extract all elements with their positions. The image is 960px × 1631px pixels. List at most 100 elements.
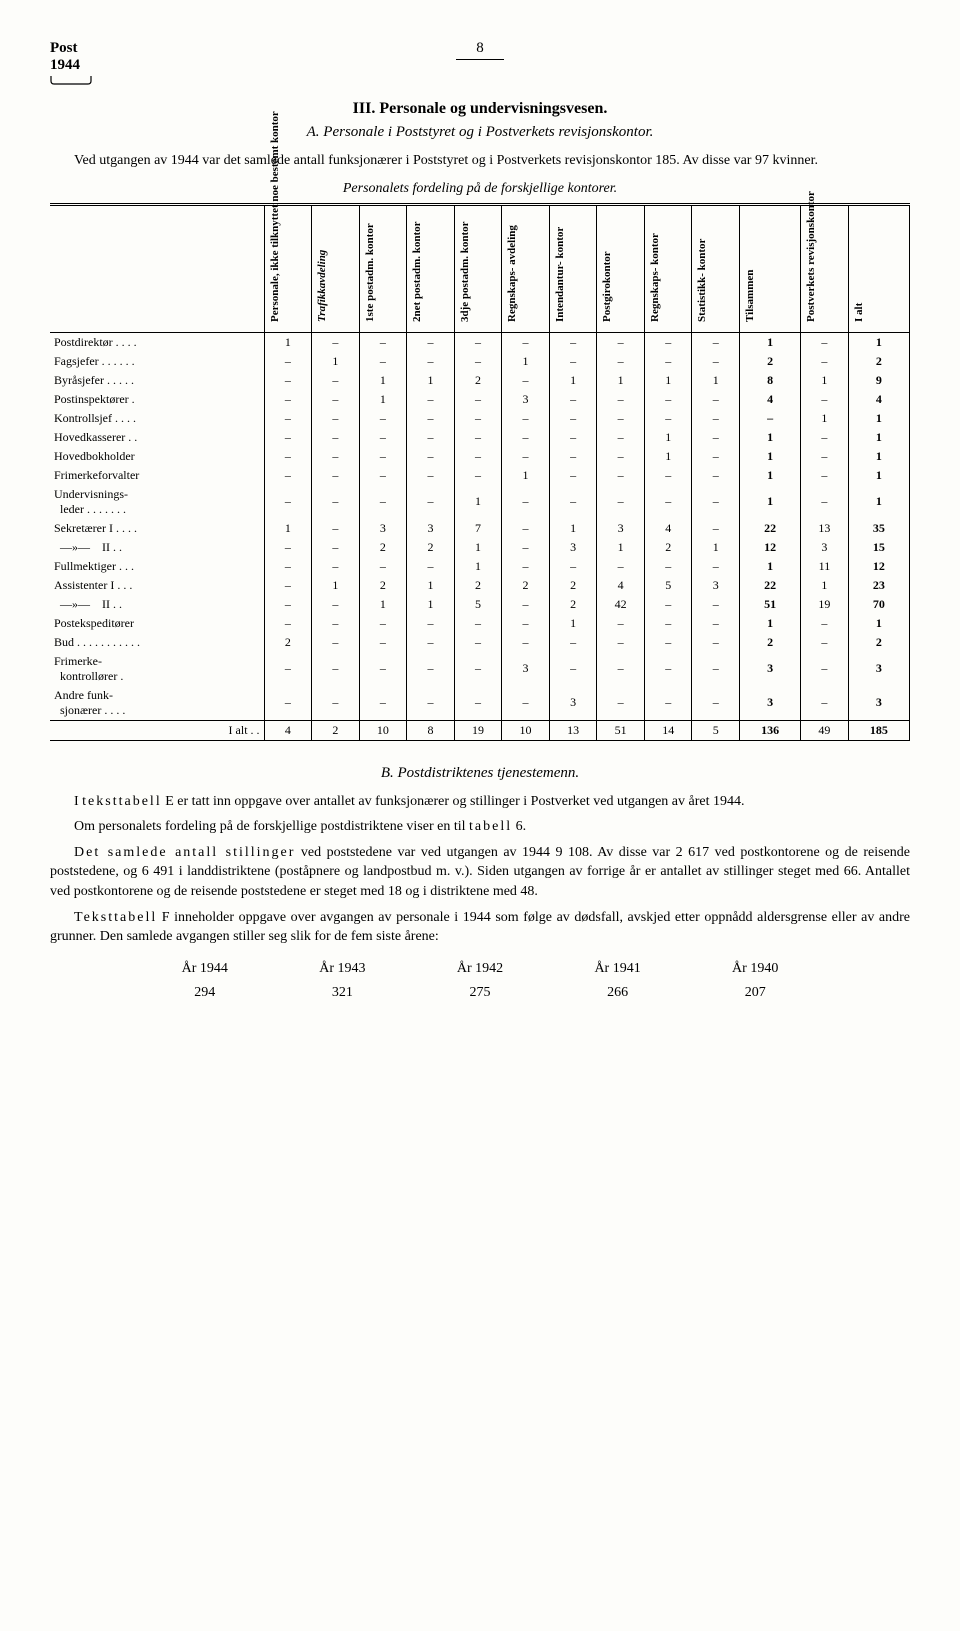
table-row: Postekspeditører––––––1–––1–1 <box>50 614 910 633</box>
section-roman: III. <box>353 100 376 117</box>
cell: – <box>312 428 360 447</box>
cell: 1 <box>359 595 407 614</box>
row-label: Hovedkasserer . . <box>50 428 264 447</box>
total-cell: 49 <box>801 720 849 740</box>
subsection-b-letter: B. <box>381 765 394 781</box>
col-header: 2net postadm. kontor <box>407 204 455 332</box>
cell: 23 <box>848 576 909 595</box>
year-value: 321 <box>274 981 412 1005</box>
total-cell: 13 <box>549 720 597 740</box>
para-b4: Teksttabell F inneholder oppgave over av… <box>50 908 910 947</box>
cell: – <box>312 686 360 721</box>
cell: 9 <box>848 371 909 390</box>
cell: – <box>644 409 692 428</box>
total-cell: 185 <box>848 720 909 740</box>
cell: 11 <box>801 557 849 576</box>
cell: – <box>454 614 502 633</box>
cell: 2 <box>740 352 801 371</box>
table-total-row: I alt . .421081910135114513649185 <box>50 720 910 740</box>
row-label: Sekretærer I . . . . <box>50 519 264 538</box>
cell: – <box>264 595 312 614</box>
cell: 1 <box>740 332 801 352</box>
table-row: Hovedkasserer . .––––––––1–1–1 <box>50 428 910 447</box>
cell: 1 <box>848 428 909 447</box>
para-b2-post: 6. <box>512 819 526 834</box>
cell: 1 <box>644 428 692 447</box>
cell: – <box>549 352 597 371</box>
cell: 1 <box>848 466 909 485</box>
cell: – <box>359 447 407 466</box>
cell: 3 <box>502 390 550 409</box>
cell: – <box>502 409 550 428</box>
cell: – <box>801 466 849 485</box>
table-row: Undervisnings- leder . . . . . . .––––1–… <box>50 485 910 519</box>
para-b2-spaced: tabell <box>469 819 512 834</box>
cell: – <box>359 332 407 352</box>
cell: 1 <box>848 409 909 428</box>
cell: 1 <box>264 519 312 538</box>
cell: – <box>549 332 597 352</box>
row-label: Bud . . . . . . . . . . . <box>50 633 264 652</box>
bracket-icon <box>50 75 92 85</box>
cell: – <box>264 614 312 633</box>
row-label: Frimerkeforvalter <box>50 466 264 485</box>
cell: – <box>359 466 407 485</box>
year-value: 266 <box>549 981 687 1005</box>
cell: – <box>692 519 740 538</box>
total-cell: 4 <box>264 720 312 740</box>
cell: – <box>801 652 849 686</box>
cell: – <box>454 409 502 428</box>
cell: – <box>549 485 597 519</box>
years-values-row: 294321275266207 <box>136 981 824 1005</box>
table-row: Postdirektør . . . .1–––––––––1–1 <box>50 332 910 352</box>
year-value: 294 <box>136 981 274 1005</box>
table-row: Postinspektører .––1––3––––4–4 <box>50 390 910 409</box>
cell: 2 <box>359 538 407 557</box>
cell: 1 <box>740 447 801 466</box>
cell: – <box>801 390 849 409</box>
row-label: Postekspeditører <box>50 614 264 633</box>
row-label: Undervisnings- leder . . . . . . . <box>50 485 264 519</box>
years-table: År 1944År 1943År 1942År 1941År 1940 2943… <box>136 957 824 1005</box>
cell: – <box>359 652 407 686</box>
cell: 2 <box>549 595 597 614</box>
cell: – <box>312 633 360 652</box>
cell: – <box>502 519 550 538</box>
cell: – <box>692 557 740 576</box>
intro-paragraph: Ved utgangen av 1944 var det samlede ant… <box>50 151 910 171</box>
cell: 1 <box>692 371 740 390</box>
row-label: Byråsjefer . . . . . <box>50 371 264 390</box>
cell: 1 <box>801 409 849 428</box>
col-header: Regnskaps- kontor <box>644 204 692 332</box>
cell: – <box>264 557 312 576</box>
col-header: 3dje postadm. kontor <box>454 204 502 332</box>
cell: – <box>312 485 360 519</box>
cell: – <box>644 390 692 409</box>
cell: – <box>407 352 455 371</box>
cell: – <box>264 352 312 371</box>
subsection-name: Personale i Poststyret og i Postverkets … <box>323 124 653 140</box>
row-label: Assistenter I . . . <box>50 576 264 595</box>
cell: – <box>597 352 645 371</box>
year-header: År 1941 <box>549 957 687 981</box>
cell: – <box>692 485 740 519</box>
table-row: Andre funk- sjonærer . . . .––––––3–––3–… <box>50 686 910 721</box>
cell: 1 <box>801 371 849 390</box>
year-header: År 1940 <box>686 957 824 981</box>
row-label: Kontrollsjef . . . . <box>50 409 264 428</box>
cell: 5 <box>454 595 502 614</box>
cell: 1 <box>549 519 597 538</box>
cell: – <box>502 614 550 633</box>
cell: 3 <box>502 652 550 686</box>
cell: 3 <box>597 519 645 538</box>
cell: – <box>692 390 740 409</box>
cell: – <box>312 557 360 576</box>
cell: – <box>549 409 597 428</box>
cell: 2 <box>502 576 550 595</box>
year-header: År 1944 <box>136 957 274 981</box>
cell: – <box>407 409 455 428</box>
cell: – <box>312 614 360 633</box>
year-label: 1944 <box>50 57 130 74</box>
cell: – <box>264 428 312 447</box>
cell: – <box>692 428 740 447</box>
